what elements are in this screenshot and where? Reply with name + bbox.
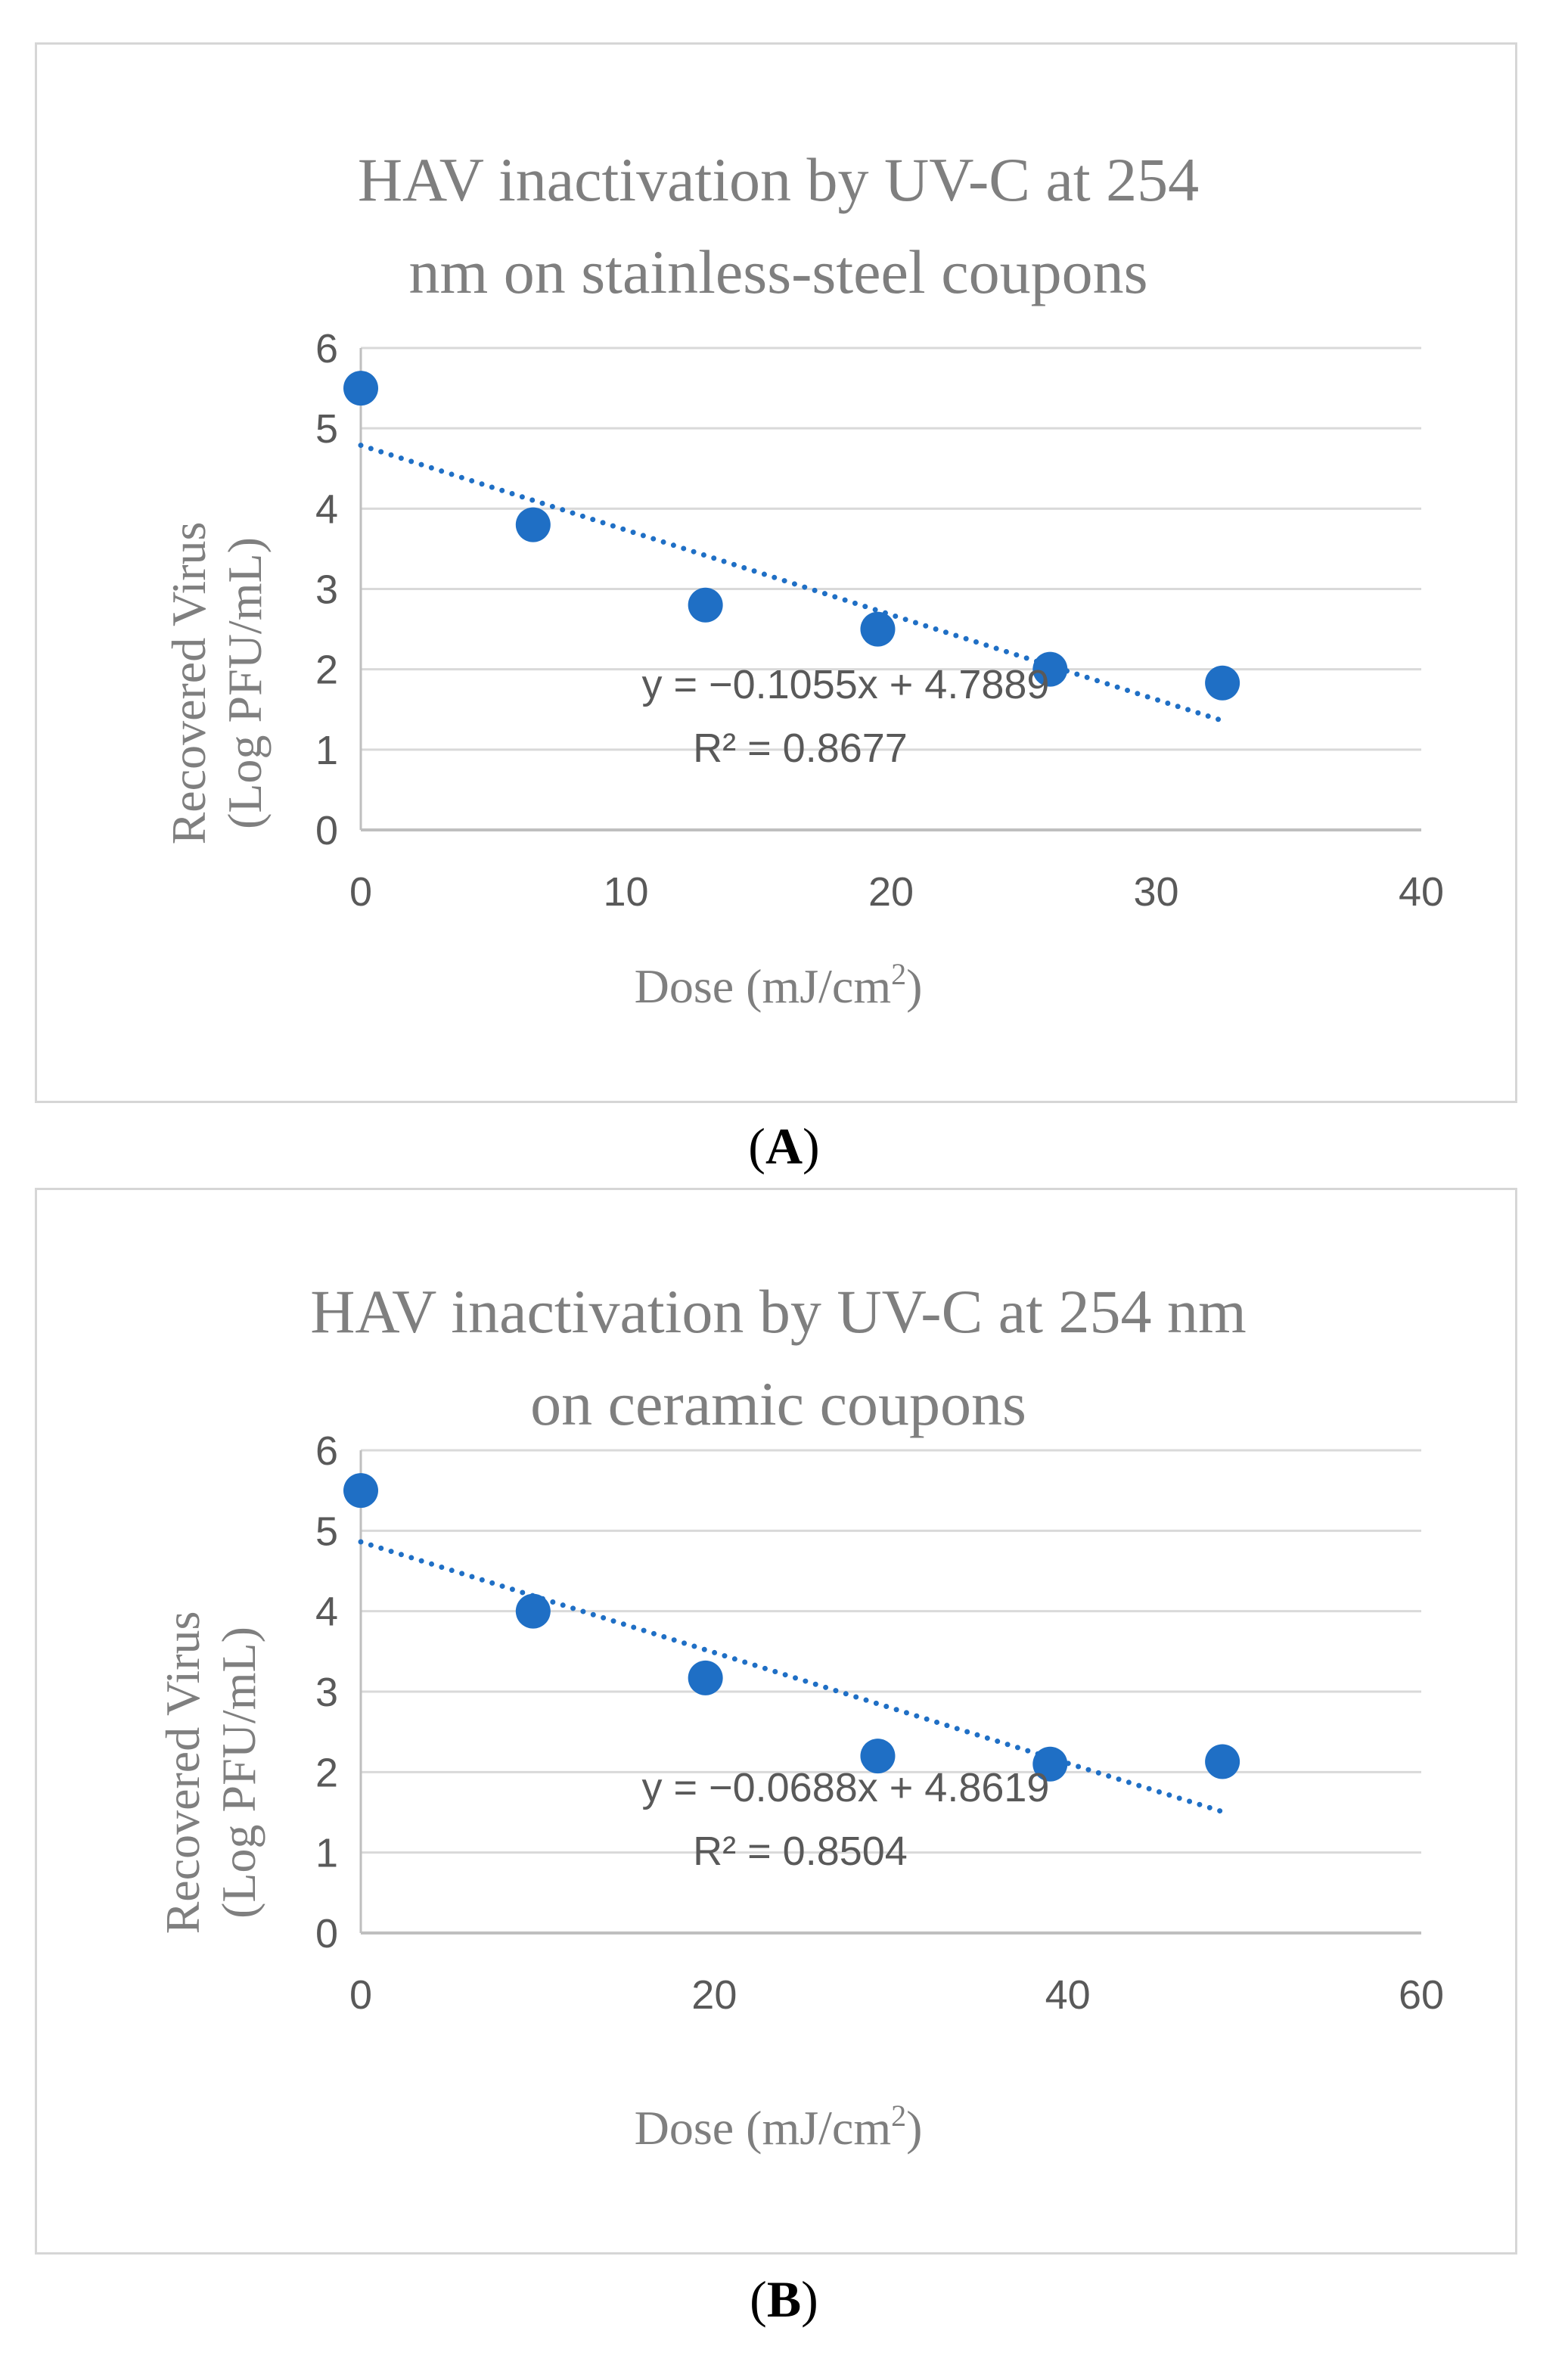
y-tick-label: 5 bbox=[315, 1509, 338, 1554]
x-tick-label: 40 bbox=[1399, 869, 1444, 915]
x-axis-label-superscript: 2 bbox=[891, 957, 907, 991]
r-squared-label: R² = 0.8677 bbox=[693, 726, 908, 771]
x-tick-label: 10 bbox=[603, 869, 648, 915]
r-squared-label: R² = 0.8504 bbox=[693, 1829, 908, 1874]
trendline bbox=[358, 1539, 1225, 1815]
data-point bbox=[343, 1473, 378, 1509]
x-axis-label-superscript: 2 bbox=[891, 2099, 907, 2133]
trendline bbox=[358, 443, 1225, 724]
y-tick-label: 1 bbox=[315, 1831, 338, 1876]
y-tick-label: 2 bbox=[315, 648, 338, 693]
y-tick-label: 3 bbox=[315, 1670, 338, 1715]
y-tick-label: 1 bbox=[315, 728, 338, 773]
x-axis-label: Dose (mJ/cm2) bbox=[37, 956, 1520, 1015]
y-tick-label: 2 bbox=[315, 1750, 338, 1795]
y-tick-label: 6 bbox=[315, 326, 338, 371]
data-point bbox=[688, 1660, 723, 1695]
chart-title-line-2: nm on stainless-steel coupons bbox=[408, 238, 1148, 306]
y-tick-label: 4 bbox=[315, 486, 338, 532]
caption-a: (A) bbox=[748, 1117, 820, 1175]
x-tick-label: 20 bbox=[691, 1972, 737, 2018]
x-axis-label-text: Dose (mJ/cm bbox=[634, 2101, 892, 2155]
y-tick-label: 0 bbox=[315, 1911, 338, 1956]
chart-title: HAV inactivation by UV-C at 254 nm on ce… bbox=[37, 1266, 1520, 1450]
data-point bbox=[515, 507, 551, 542]
x-axis-label-end: ) bbox=[906, 959, 923, 1013]
y-tick-label: 3 bbox=[315, 567, 338, 613]
caption-b: (B) bbox=[750, 2270, 818, 2328]
y-tick-label: 5 bbox=[315, 406, 338, 452]
y-tick-label: 0 bbox=[315, 808, 338, 853]
data-point bbox=[515, 1593, 551, 1629]
data-point bbox=[860, 1739, 896, 1774]
trendline-equation: y = −0.0688x + 4.8619 bbox=[642, 1765, 1050, 1810]
x-tick-label: 40 bbox=[1045, 1972, 1091, 2018]
y-tick-label: 6 bbox=[315, 1428, 338, 1474]
x-tick-label: 0 bbox=[349, 869, 372, 915]
x-tick-label: 20 bbox=[868, 869, 914, 915]
data-point bbox=[860, 611, 896, 647]
x-axis-label-end: ) bbox=[906, 2101, 923, 2155]
x-axis-label-text: Dose (mJ/cm bbox=[634, 959, 892, 1013]
chart-title-line-1: HAV inactivation by UV-C at 254 bbox=[357, 145, 1200, 214]
data-point bbox=[688, 587, 723, 623]
chart-panel-b: HAV inactivation by UV-C at 254 nm on ce… bbox=[35, 1188, 1517, 2255]
trendline-equation: y = −0.1055x + 4.7889 bbox=[642, 662, 1050, 707]
data-point bbox=[343, 371, 378, 406]
chart-title: HAV inactivation by UV-C at 254 nm on st… bbox=[37, 134, 1520, 319]
x-tick-label: 0 bbox=[349, 1972, 372, 2018]
y-tick-label: 4 bbox=[315, 1590, 338, 1635]
data-point bbox=[1032, 1746, 1068, 1782]
data-point bbox=[1032, 651, 1068, 687]
data-point bbox=[1205, 665, 1240, 701]
chart-panel-a: HAV inactivation by UV-C at 254 nm on st… bbox=[35, 42, 1517, 1103]
data-point bbox=[1205, 1744, 1240, 1779]
chart-title-line-1: HAV inactivation by UV-C at 254 nm bbox=[310, 1277, 1247, 1346]
chart-title-line-2: on ceramic coupons bbox=[530, 1369, 1026, 1438]
x-tick-label: 60 bbox=[1399, 1972, 1444, 2018]
x-tick-label: 30 bbox=[1133, 869, 1178, 915]
x-axis-label: Dose (mJ/cm2) bbox=[37, 2098, 1520, 2156]
chart-plot-a: 0 1 2 3 4 5 6 0 10 20 30 40 y = −0.1055x + 4.7889 R² … bbox=[315, 326, 1444, 915]
